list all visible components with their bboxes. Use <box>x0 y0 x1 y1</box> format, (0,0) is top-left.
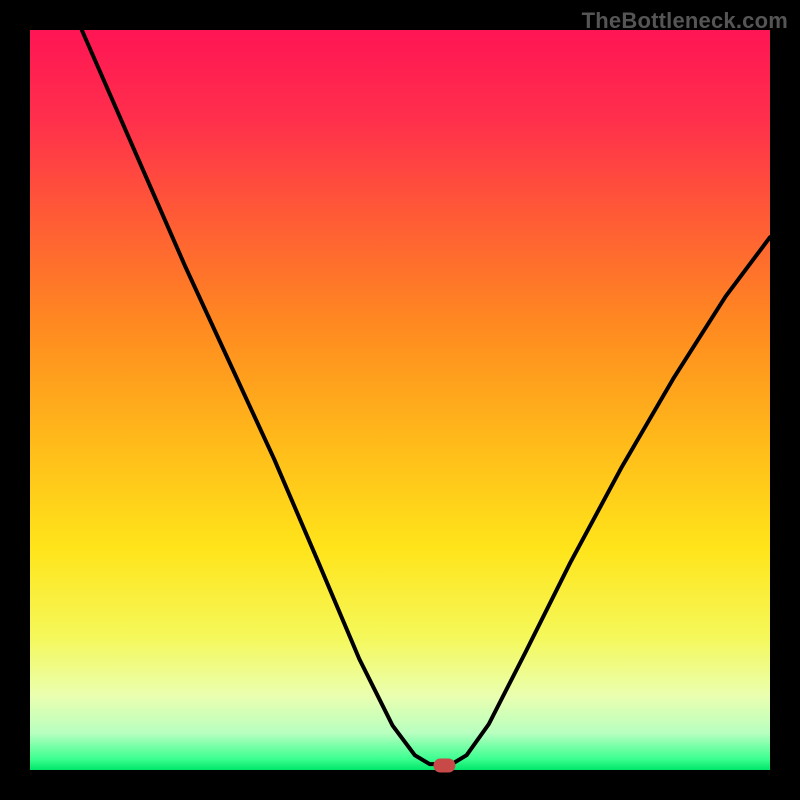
watermark-label: TheBottleneck.com <box>582 8 788 34</box>
optimum-marker <box>433 759 455 773</box>
chart-container: TheBottleneck.com <box>0 0 800 800</box>
bottleneck-chart <box>0 0 800 800</box>
